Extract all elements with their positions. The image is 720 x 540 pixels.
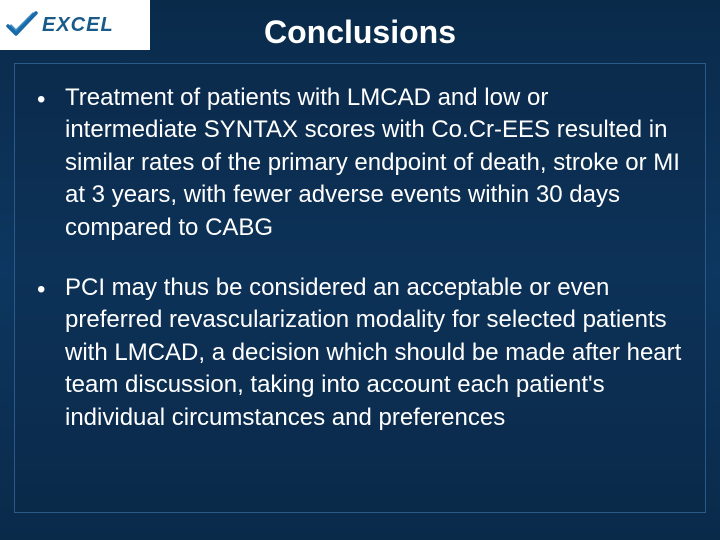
bullet-item: • PCI may thus be considered an acceptab…: [37, 272, 683, 434]
logo-box: EXCEL: [0, 0, 150, 50]
bullet-marker: •: [37, 82, 65, 116]
bullet-text: Treatment of patients with LMCAD and low…: [65, 82, 683, 244]
bullet-text: PCI may thus be considered an acceptable…: [65, 272, 683, 434]
bullet-item: • Treatment of patients with LMCAD and l…: [37, 82, 683, 244]
checkmark-icon: [6, 9, 38, 41]
content-box: • Treatment of patients with LMCAD and l…: [14, 63, 706, 513]
logo-text: EXCEL: [42, 14, 114, 37]
bullet-marker: •: [37, 272, 65, 306]
